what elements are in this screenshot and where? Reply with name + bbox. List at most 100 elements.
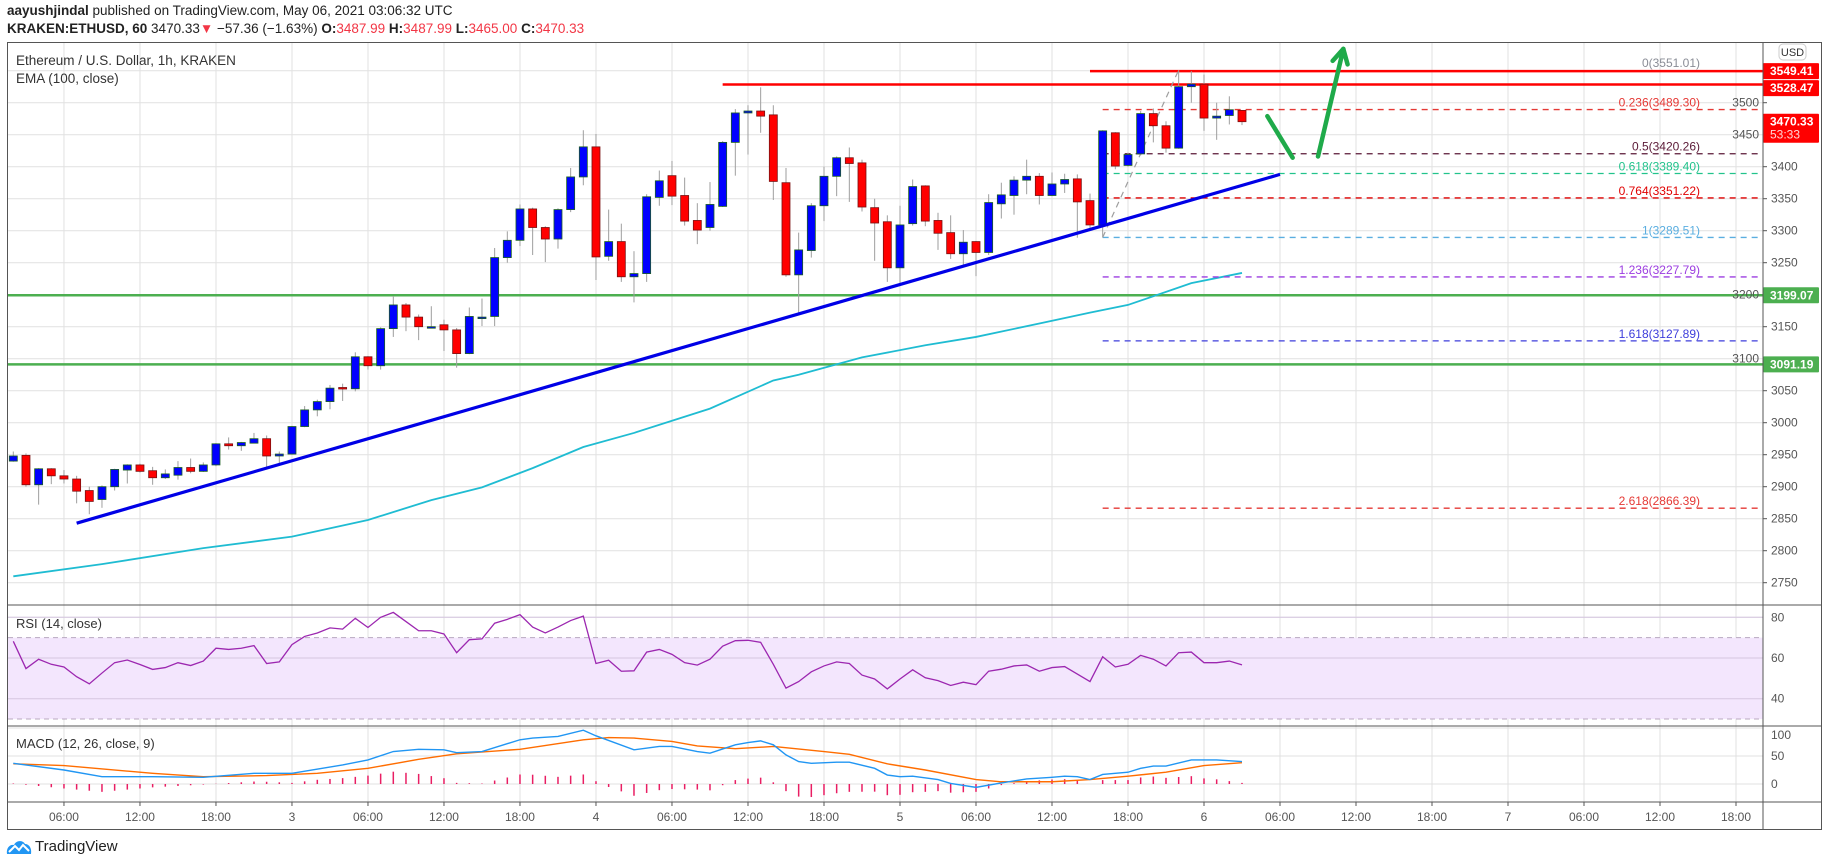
macd-signal-line xyxy=(13,736,1243,783)
candle-up xyxy=(743,110,753,114)
high-value: 3487.99 xyxy=(403,21,452,36)
x-axis-label: 06:00 xyxy=(961,810,991,824)
candle-up xyxy=(984,202,994,253)
candle-up xyxy=(173,467,183,476)
y-axis-label: 3050 xyxy=(1771,384,1798,398)
y-axis-label: 2850 xyxy=(1771,512,1798,526)
candle-up xyxy=(1174,86,1184,149)
rsi-label: RSI (14, close) xyxy=(16,616,102,631)
candle-down xyxy=(452,329,462,354)
y-axis-label: 3100 xyxy=(1732,352,1759,366)
fib-level-label: 1.618(3127.89) xyxy=(1619,327,1700,341)
y-axis-label: 2800 xyxy=(1771,544,1798,558)
candle-up xyxy=(1022,175,1032,181)
candle-up xyxy=(376,328,386,367)
candle-up xyxy=(1060,179,1070,185)
x-axis-label: 18:00 xyxy=(1113,810,1143,824)
candle-down xyxy=(844,157,854,164)
countdown-label: 53:33 xyxy=(1770,128,1800,142)
tradingview-logo[interactable]: TradingView xyxy=(6,838,118,855)
fib-level-label: 0.236(3489.30) xyxy=(1619,96,1700,110)
x-axis-label: 06:00 xyxy=(1569,810,1599,824)
candle-down xyxy=(46,468,56,477)
arrow-head-icon xyxy=(1341,46,1350,67)
candle-up xyxy=(325,387,335,402)
publish-info: aayushjindal published on TradingView.co… xyxy=(7,3,453,19)
candle-up xyxy=(718,141,728,207)
y-axis-label: 3000 xyxy=(1771,416,1798,430)
x-axis-label: 6 xyxy=(1201,810,1208,824)
candle-down xyxy=(84,490,94,502)
candle-up xyxy=(426,326,436,329)
candle-up xyxy=(198,464,208,472)
candle-up xyxy=(1136,113,1146,155)
candle-down xyxy=(680,195,690,222)
candle-down xyxy=(781,182,791,276)
candle-up xyxy=(958,241,968,255)
candle-down xyxy=(72,478,82,492)
candle-up xyxy=(34,468,44,486)
x-axis-label: 12:00 xyxy=(733,810,763,824)
high-label: H: xyxy=(388,21,404,36)
candle-up xyxy=(806,205,816,251)
candle-down xyxy=(756,110,766,117)
tradingview-cloud-icon xyxy=(6,840,32,854)
y-axis-label: 2900 xyxy=(1771,480,1798,494)
candle-up xyxy=(490,257,500,317)
x-axis-label: 12:00 xyxy=(1645,810,1675,824)
y-axis-label: 2950 xyxy=(1771,448,1798,462)
candle-up xyxy=(350,356,360,390)
x-axis-label: 18:00 xyxy=(809,810,839,824)
candle-up xyxy=(300,409,310,427)
x-axis-label: 06:00 xyxy=(657,810,687,824)
y-axis-label: 3400 xyxy=(1771,160,1798,174)
candle-down xyxy=(135,464,145,472)
candle-up xyxy=(515,208,525,241)
rsi-band xyxy=(8,637,1763,720)
y-axis-label: 3300 xyxy=(1771,224,1798,238)
candle-down xyxy=(768,114,778,182)
x-axis-label: 18:00 xyxy=(1721,810,1751,824)
price-label: 3091.19 xyxy=(1770,357,1814,371)
macd-axis-label: 50 xyxy=(1771,749,1785,763)
author-name[interactable]: aayushjindal xyxy=(7,3,89,18)
candle-up xyxy=(794,249,804,276)
candle-down xyxy=(1034,175,1044,196)
rsi-axis-label: 40 xyxy=(1771,692,1785,706)
candle-up xyxy=(274,453,284,457)
candle-up xyxy=(312,401,322,411)
y-axis-label: 3200 xyxy=(1732,288,1759,302)
last-price: 3470.33 xyxy=(151,21,200,36)
candle-down xyxy=(667,175,677,197)
candle-down xyxy=(186,467,196,472)
x-axis-label: 3 xyxy=(289,810,296,824)
x-axis-label: 06:00 xyxy=(49,810,79,824)
fib-level-label: 0.618(3389.40) xyxy=(1619,159,1700,173)
candle-down xyxy=(946,232,956,255)
candle-down xyxy=(59,475,69,480)
candle-down xyxy=(1199,83,1209,119)
candle-down xyxy=(414,316,424,328)
candle-down xyxy=(591,146,601,258)
y-axis-label: 3150 xyxy=(1771,320,1798,334)
candle-up xyxy=(832,157,842,177)
close-value: 3470.33 xyxy=(535,21,585,36)
candle-up xyxy=(642,196,652,274)
ema-100-line xyxy=(13,272,1243,578)
trendline xyxy=(76,172,1281,525)
candle-down xyxy=(148,470,158,479)
price-label: 3549.41 xyxy=(1770,64,1814,78)
candle-down xyxy=(1110,132,1120,167)
price-change: −57.36 (−1.63%) xyxy=(217,21,318,36)
logo-text: TradingView xyxy=(35,838,118,855)
x-axis-label: 06:00 xyxy=(353,810,383,824)
macd-axis-label: 100 xyxy=(1771,728,1791,742)
candle-down xyxy=(540,227,550,240)
ema-label: EMA (100, close) xyxy=(16,71,119,86)
candle-up xyxy=(464,316,474,354)
candle-up xyxy=(110,469,120,488)
candle-up xyxy=(566,176,576,210)
price-label: 3199.07 xyxy=(1770,288,1814,302)
symbol-label: KRAKEN:ETHUSD, 60 xyxy=(7,21,148,36)
